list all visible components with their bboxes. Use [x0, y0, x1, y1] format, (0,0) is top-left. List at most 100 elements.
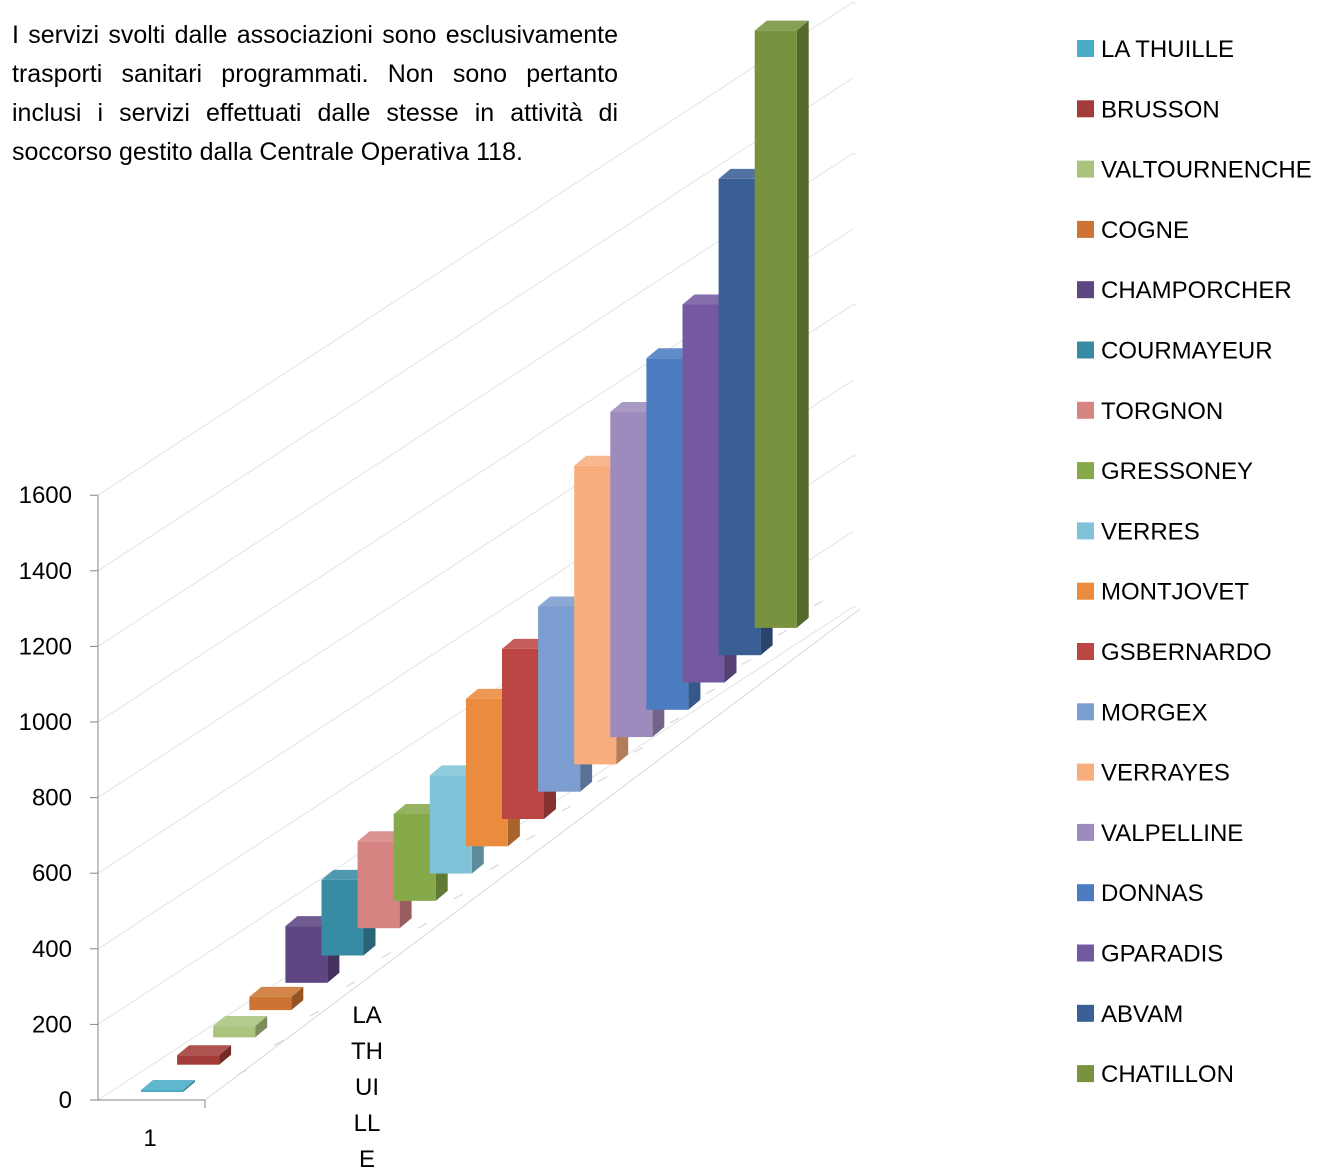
legend-swatch — [1077, 703, 1094, 721]
bar-side — [255, 1016, 268, 1038]
legend-swatch — [1077, 944, 1094, 962]
legend-item: GRESSONEY — [1077, 458, 1253, 485]
floor-tick — [345, 981, 356, 988]
legend-label: GPARADIS — [1101, 941, 1223, 968]
gridline — [97, 77, 854, 572]
legend-swatch — [1077, 522, 1094, 540]
bar-front — [357, 841, 400, 929]
bar-front — [177, 1055, 220, 1065]
y-tick-label: 200 — [32, 1011, 72, 1038]
legend-swatch — [1077, 823, 1094, 841]
legend-swatch — [1077, 643, 1094, 660]
floor-tick — [237, 1069, 248, 1076]
legend-item: LA THUILLE — [1077, 36, 1234, 63]
legend-swatch — [1077, 582, 1094, 600]
legend-label: CHAMPORCHER — [1101, 277, 1292, 304]
y-tick-label: 1400 — [19, 558, 72, 585]
legend-label: COURMAYEUR — [1101, 338, 1273, 365]
bar-side — [219, 1045, 232, 1065]
bar-front — [465, 698, 508, 847]
bar-front — [538, 606, 581, 792]
bar-top — [213, 1016, 268, 1027]
legend-item: COURMAYEUR — [1077, 338, 1273, 365]
bar-front — [249, 996, 292, 1011]
y-tick-label: 600 — [32, 860, 72, 887]
bar-top — [141, 1080, 195, 1090]
floor-tick — [741, 659, 752, 665]
floor-tick — [705, 688, 716, 695]
floor-tick — [489, 864, 500, 871]
floor-tick — [417, 922, 428, 929]
bar-front — [213, 1026, 256, 1038]
y-tick-label: 1000 — [19, 709, 72, 736]
legend-swatch — [1077, 100, 1094, 118]
bar-top — [249, 986, 304, 997]
bar-verres — [429, 765, 484, 874]
bar-brusson — [177, 1045, 232, 1065]
y-tick-label: 400 — [32, 936, 72, 963]
legend-item: COGNE — [1077, 217, 1189, 244]
legend-swatch — [1077, 763, 1094, 781]
legend-item: MORGEX — [1077, 699, 1208, 726]
legend-label: VERRES — [1101, 518, 1200, 545]
legend-label: VALTOURNENCHE — [1101, 157, 1312, 184]
x-series-label: LA TH UI LL E — [351, 1002, 383, 1167]
bar-side — [183, 1080, 195, 1092]
bar-la-thuille — [141, 1080, 195, 1092]
x-category-label: 1 — [143, 1125, 156, 1152]
y-tick-label: 1600 — [19, 482, 72, 509]
legend-item: VERRAYES — [1077, 760, 1230, 787]
y-tick-label: 1200 — [19, 633, 72, 660]
bar-cogne — [249, 986, 304, 1011]
legend-label: VERRAYES — [1101, 760, 1230, 787]
bar-front — [682, 304, 725, 683]
chart-bars — [141, 20, 809, 1092]
legend-swatch — [1077, 401, 1094, 419]
legend-item: BRUSSON — [1077, 96, 1220, 123]
chart-legend: LA THUILLE BRUSSON VALTOURNENCHE COGNE CHAMP… — [1077, 36, 1312, 1088]
bar-front — [502, 648, 544, 819]
bar-front — [393, 813, 436, 901]
bar-side — [291, 986, 304, 1011]
legend-label: MONTJOVET — [1101, 579, 1249, 606]
legend-item: MONTJOVET — [1077, 579, 1249, 606]
bar-front — [429, 775, 472, 874]
legend-label: MORGEX — [1101, 699, 1208, 726]
floor-tick — [633, 746, 644, 753]
legend-label: ABVAM — [1101, 1001, 1183, 1028]
floor-tick — [813, 600, 824, 607]
intro-paragraph: I servizi svolti dalle associazioni sono… — [12, 21, 618, 166]
floor-tick — [777, 629, 788, 636]
bar-front — [285, 926, 328, 983]
legend-label: DONNAS — [1101, 880, 1204, 907]
legend-item: VALTOURNENCHE — [1077, 157, 1312, 184]
legend-item: TORGNON — [1077, 398, 1223, 425]
legend-label: COGNE — [1101, 217, 1189, 244]
gridline — [97, 1, 854, 496]
legend-swatch — [1077, 462, 1094, 480]
floor-tick — [453, 893, 464, 900]
bar-front — [141, 1090, 183, 1092]
legend-label: GRESSONEY — [1101, 458, 1253, 485]
legend-label: CHATILLON — [1101, 1061, 1234, 1088]
bar-front — [321, 879, 364, 956]
legend-item: ABVAM — [1077, 1001, 1183, 1028]
floor-tick — [381, 952, 392, 958]
legend-label: BRUSSON — [1101, 96, 1220, 123]
legend-label: LA THUILLE — [1101, 36, 1234, 63]
legend-swatch — [1077, 1065, 1094, 1083]
floor-tick — [525, 834, 536, 841]
bar-front — [754, 30, 797, 628]
bar-front — [574, 465, 617, 765]
floor-tick — [273, 1039, 284, 1046]
legend-label: GSBERNARDO — [1101, 639, 1272, 666]
y-tick-label: 0 — [59, 1087, 72, 1114]
legend-item: CHAMPORCHER — [1077, 277, 1292, 304]
bar-chatillon — [754, 20, 809, 628]
bar-front — [718, 178, 761, 656]
bar-side — [796, 20, 809, 628]
legend-item: VALPELLINE — [1077, 820, 1243, 847]
legend-swatch — [1077, 160, 1094, 178]
y-tick-label: 800 — [32, 785, 72, 812]
